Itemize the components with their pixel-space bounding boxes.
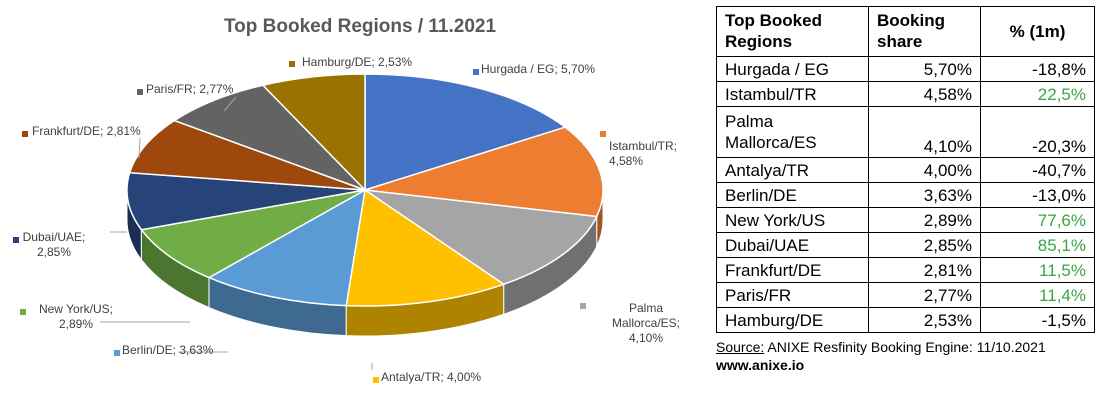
cell-change: 85,1% (980, 232, 1095, 258)
source-text: ANIXE Resfinity Booking Engine: 11/10.20… (767, 339, 1046, 355)
table-row: Antalya/TR 4,00% -40,7% (716, 157, 1095, 183)
slice-label: Frankfurt/DE; 2,81% (32, 124, 141, 138)
slice-label: Antalya/TR; 4,00% (381, 370, 481, 384)
cell-change: -40,7% (980, 157, 1095, 183)
cell-region: New York/US (716, 207, 869, 233)
header-share: Booking share (868, 6, 981, 57)
pie-slice (172, 84, 366, 191)
pie-slice (128, 119, 366, 191)
slice-label: Istambul/TR; 4,58% (609, 139, 677, 168)
cell-region: Paris/FR (716, 282, 869, 308)
cell-change: 11,4% (980, 282, 1095, 308)
table-row: Dubai/UAE 2,85% 85,1% (716, 232, 1095, 258)
cell-share: 2,89% (868, 207, 981, 233)
cell-share: 5,70% (868, 56, 981, 82)
slice-label: Dubai/UAE; 2,85% (23, 230, 86, 259)
legend-marker (580, 303, 586, 309)
legend-marker (22, 131, 28, 137)
pie-slice (140, 189, 366, 279)
table-row: Palma Mallorca/ES 4,10% -20,3% (716, 106, 1095, 158)
cell-share: 2,53% (868, 307, 981, 333)
leader-line (138, 137, 141, 159)
cell-share: 2,85% (868, 232, 981, 258)
cell-change: 11,5% (980, 257, 1095, 283)
table-row: Hamburg/DE 2,53% -1,5% (716, 307, 1095, 333)
table-body: Hurgada / EG 5,70% -18,8% Istambul/TR 4,58% 2… (716, 56, 1095, 333)
legend-marker (373, 377, 379, 383)
legend-marker (13, 237, 19, 243)
cell-change: 77,6% (980, 207, 1095, 233)
cell-share: 4,00% (868, 157, 981, 183)
cell-region: Palma Mallorca/ES (716, 106, 869, 158)
table-header-row: Top Booked Regions Booking share % (1m) (716, 6, 1095, 57)
cell-region: Istambul/TR (716, 81, 869, 107)
chart-title: Top Booked Regions / 11.2021 (224, 16, 496, 37)
cell-share: 2,77% (868, 282, 981, 308)
table-row: Paris/FR 2,77% 11,4% (716, 282, 1095, 308)
cell-region: Hamburg/DE (716, 307, 869, 333)
pie-slices (126, 73, 604, 337)
slice-label: Hamburg/DE; 2,53% (302, 55, 412, 69)
slice-label: Berlin/DE; 3,63% (122, 343, 214, 357)
pie-slice (364, 73, 567, 192)
legend-marker (600, 131, 606, 137)
pie-slice (345, 188, 506, 307)
cell-region: Berlin/DE (716, 182, 869, 208)
header-region: Top Booked Regions (716, 6, 869, 57)
pie-slice (364, 126, 604, 218)
leader-lines (100, 96, 373, 370)
table-row: Frankfurt/DE 2,81% 11,5% (716, 257, 1095, 283)
regions-table-wrapper: Top Booked Regions Booking share % (1m) … (716, 6, 1095, 374)
slice-labels: Hurgada / EG; 5,70% Istambul/TR; 4,58% Palm… (13, 55, 680, 384)
cell-share: 4,58% (868, 81, 981, 107)
source-label: Source: (716, 339, 765, 355)
regions-table: Top Booked Regions Booking share % (1m) … (716, 6, 1095, 333)
cell-change: 22,5% (980, 81, 1095, 107)
legend-marker (289, 61, 295, 67)
slice-label: Hurgada / EG; 5,70% (481, 62, 595, 76)
table-row: New York/US 2,89% 77,6% (716, 207, 1095, 233)
pie-slice (364, 189, 598, 286)
cell-change: -13,0% (980, 182, 1095, 208)
slice-label: Paris/FR; 2,77% (146, 82, 234, 96)
cell-change: -18,8% (980, 56, 1095, 82)
cell-share: 3,63% (868, 182, 981, 208)
slice-label: Palma Mallorca/ES; 4,10% (612, 301, 680, 345)
table-row: Hurgada / EG 5,70% -18,8% (716, 56, 1095, 82)
pie-chart: Top Booked Regions / 11.2021 Hurgada / E… (13, 16, 680, 384)
leader-line (223, 96, 237, 112)
cell-share: 2,81% (868, 257, 981, 283)
pie-slice (207, 188, 366, 307)
header-change: % (1m) (980, 6, 1095, 57)
source-note: Source: ANIXE Resfinity Booking Engine: … (716, 339, 1094, 356)
pie-slice (126, 171, 366, 231)
cell-region: Hurgada / EG (716, 56, 869, 82)
cell-region: Frankfurt/DE (716, 257, 869, 283)
legend-marker (137, 89, 143, 95)
table-row: Berlin/DE 3,63% -13,0% (716, 182, 1095, 208)
legend-marker (20, 309, 26, 315)
legend-marker (473, 69, 479, 75)
legend-marker (114, 350, 120, 356)
cell-region: Dubai/UAE (716, 232, 869, 258)
table-row: Istambul/TR 4,58% 22,5% (716, 81, 1095, 107)
cell-change: -20,3% (980, 106, 1095, 158)
cell-change: -1,5% (980, 307, 1095, 333)
cell-region: Antalya/TR (716, 157, 869, 183)
slice-label: New York/US; 2,89% (39, 302, 113, 331)
cell-share: 4,10% (868, 106, 981, 158)
website-url: www.anixe.io (716, 357, 805, 373)
pie-slice (261, 73, 366, 192)
